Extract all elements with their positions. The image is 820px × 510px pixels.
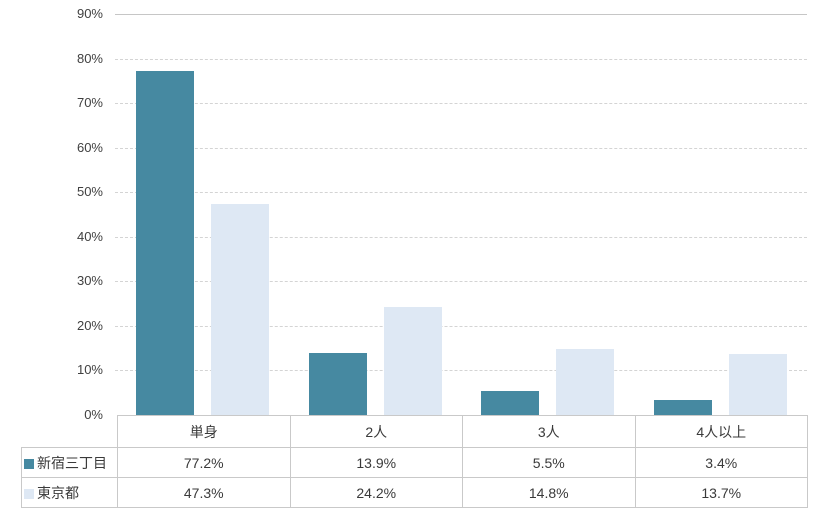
y-axis-label: 30% (76, 273, 103, 289)
legend-swatch-icon (24, 488, 34, 499)
bar-series1-4人以上 (654, 399, 712, 415)
gridline-90% (115, 14, 807, 15)
gridline-50% (115, 192, 807, 194)
y-axis-label: 70% (76, 95, 103, 111)
gridline-30% (115, 281, 807, 283)
gridline-60% (115, 147, 807, 149)
gridline-80% (115, 58, 807, 60)
table-row: 東京都 47.3% 24.2% 14.8% 13.7% (21, 477, 808, 508)
table-header-cell: 3人 (462, 415, 636, 448)
bar-series1-3人 (481, 390, 539, 415)
bar-series1-2人 (309, 353, 367, 415)
gridline-20% (115, 325, 807, 327)
y-axis-label: 90% (76, 6, 103, 21)
y-axis-label: 80% (76, 50, 103, 66)
bar-series2-4人以上 (729, 354, 787, 415)
legend-cell: 新宿三丁目 (21, 447, 118, 478)
table-header-row: 単身 2人 3人 4人以上 (21, 415, 808, 448)
y-axis-label: 40% (76, 228, 103, 244)
bar-series2-3人 (556, 349, 614, 415)
bar-series2-2人 (384, 307, 442, 415)
gridline-40% (115, 236, 807, 238)
bar-series2-単身 (211, 204, 269, 415)
y-axis-label: 50% (76, 184, 103, 200)
table-value-cell: 14.8% (462, 477, 636, 508)
gridline-10% (115, 370, 807, 372)
y-axis-label: 10% (76, 362, 103, 378)
legend-cell: 東京都 (21, 477, 118, 508)
legend-label: 新宿三丁目 (37, 454, 107, 471)
table-row: 新宿三丁目 77.2% 13.9% 5.5% 3.4% (21, 447, 808, 478)
table-value-cell: 47.3% (117, 477, 291, 508)
gridline-70% (115, 103, 807, 105)
table-value-cell: 13.9% (289, 447, 463, 478)
data-table: 単身 2人 3人 4人以上新宿三丁目 77.2% 13.9% 5.5% 3.4% 東京都 47.3… (21, 415, 808, 508)
bar-series1-単身 (136, 71, 194, 415)
table-value-cell: 3.4% (634, 447, 808, 478)
y-axis-label: 20% (76, 317, 103, 333)
table-value-cell: 13.7% (634, 477, 808, 508)
table-corner-cell (21, 415, 118, 448)
table-value-cell: 77.2% (117, 447, 291, 478)
table-header-cell: 2人 (289, 415, 463, 448)
plot-area (115, 14, 807, 415)
y-axis-label: 60% (76, 139, 103, 155)
table-header-cell: 単身 (117, 415, 291, 448)
legend-label: 東京都 (37, 484, 79, 501)
table-value-cell: 24.2% (289, 477, 463, 508)
table-header-cell: 4人以上 (634, 415, 808, 448)
legend-swatch-icon (24, 458, 34, 469)
table-value-cell: 5.5% (462, 447, 636, 478)
